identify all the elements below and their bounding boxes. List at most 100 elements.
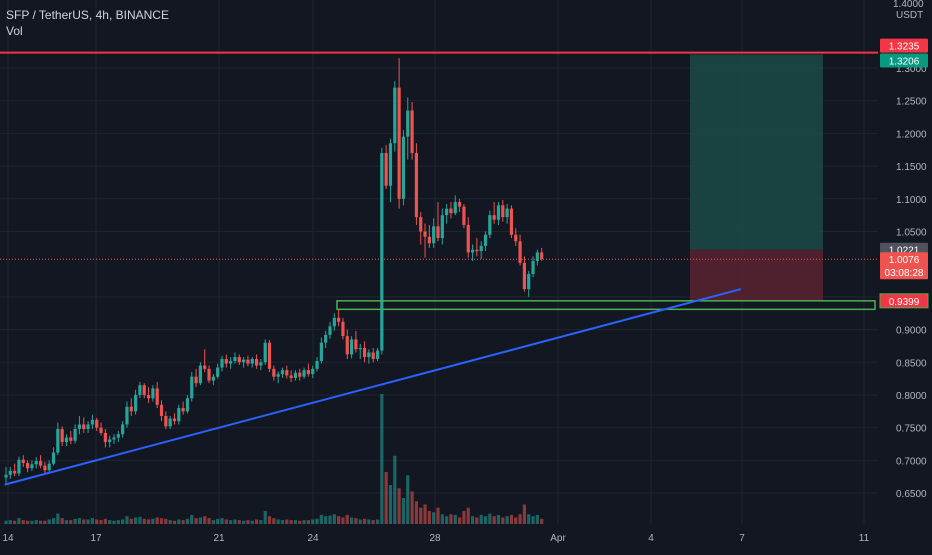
volume-bar: [263, 511, 267, 524]
candle: [177, 404, 181, 425]
candle: [445, 204, 449, 224]
candle-body: [436, 226, 440, 239]
candle: [293, 370, 298, 381]
support-box[interactable]: [336, 300, 876, 311]
candle-body: [462, 206, 466, 225]
price-tag: 1.3206: [880, 53, 928, 68]
candle: [138, 381, 142, 399]
candle: [34, 457, 38, 469]
candle: [332, 313, 336, 331]
symbol-title[interactable]: SFP / TetherUS, 4h, BINANCE: [6, 8, 169, 22]
candle-body: [315, 360, 319, 369]
price-tick-label: 1.3000: [896, 64, 927, 75]
candle-body: [328, 326, 332, 335]
candle: [505, 204, 509, 224]
price-tick-label: 1.1000: [896, 195, 927, 206]
volume-bar: [30, 520, 34, 524]
candle-body: [440, 215, 444, 239]
support-tag-border: [879, 293, 929, 309]
price-tick-label: 0.8500: [896, 358, 927, 369]
volume-bar: [134, 517, 138, 524]
volume-bar: [466, 507, 470, 524]
candle: [56, 422, 60, 456]
candle-body: [332, 317, 336, 327]
candle-body: [293, 372, 298, 378]
candle-body: [375, 350, 380, 360]
trendline[interactable]: [4, 288, 742, 486]
candle-body: [263, 342, 267, 363]
target-zone: [690, 54, 823, 250]
time-tick-label: Apr: [550, 533, 566, 544]
candle: [242, 357, 246, 368]
candle-body: [350, 339, 354, 355]
candle: [406, 97, 410, 160]
candle: [384, 145, 388, 189]
candle-body: [177, 408, 181, 422]
price-tag: 1.3235: [880, 38, 928, 53]
price-tag-label: 1.3206: [889, 57, 920, 68]
price-tag-label: 0.9399: [889, 297, 920, 308]
candle-body: [194, 376, 198, 384]
volume-bar: [272, 518, 276, 524]
volume-bar: [177, 519, 181, 524]
volume-bar: [237, 520, 241, 524]
price-tick-label: 1.0500: [896, 228, 927, 239]
candle: [302, 367, 306, 379]
price-tag-bg: [880, 293, 928, 308]
price-tag-label: 1.0076: [889, 255, 920, 266]
candle-body: [384, 153, 388, 186]
volume-bar: [21, 520, 25, 524]
volume-bar: [298, 520, 302, 524]
candle-body: [220, 359, 224, 368]
candle: [190, 372, 194, 402]
volume-bar: [56, 513, 60, 524]
volume-bar: [250, 520, 254, 524]
candle: [237, 354, 241, 365]
price-tag: 1.0076: [880, 252, 928, 267]
candle-body: [181, 408, 185, 412]
drawn-lines[interactable]: [0, 51, 878, 486]
candle: [298, 368, 302, 381]
volume-bar: [384, 472, 388, 524]
candle: [514, 228, 518, 246]
candle-body: [410, 110, 414, 154]
candle-body: [419, 217, 423, 232]
candle-body: [501, 205, 505, 218]
candle: [216, 363, 220, 379]
candle-body: [142, 385, 146, 395]
candle: [151, 385, 155, 402]
candle-body: [155, 388, 159, 405]
candle-body: [306, 370, 310, 375]
candle-body: [445, 208, 449, 216]
volume-bar: [99, 520, 103, 524]
candle-body: [164, 415, 168, 427]
candle-body: [69, 437, 73, 441]
candle: [267, 340, 272, 373]
price-tick-label: 0.8000: [896, 391, 927, 402]
volume-bar: [47, 519, 51, 524]
volume-bar: [531, 516, 535, 524]
candle: [116, 430, 120, 443]
candle: [17, 456, 21, 477]
volume-bar: [64, 520, 69, 524]
candle: [289, 370, 293, 382]
time-tick-label: 24: [307, 533, 319, 544]
candle-body: [298, 372, 302, 377]
volume-bar: [414, 501, 418, 524]
candle-body: [432, 226, 436, 244]
candle-body: [540, 252, 544, 259]
candle: [397, 58, 401, 209]
candle-body: [116, 434, 120, 438]
volume-bar: [203, 516, 207, 524]
volume-bar: [211, 520, 215, 524]
candle: [90, 414, 94, 430]
candle: [337, 309, 341, 327]
candle-body: [362, 347, 367, 358]
volume-bar: [427, 511, 431, 524]
volume-bar: [267, 516, 272, 524]
volume-bar: [458, 517, 462, 524]
candle: [380, 147, 384, 355]
candle: [509, 205, 514, 239]
